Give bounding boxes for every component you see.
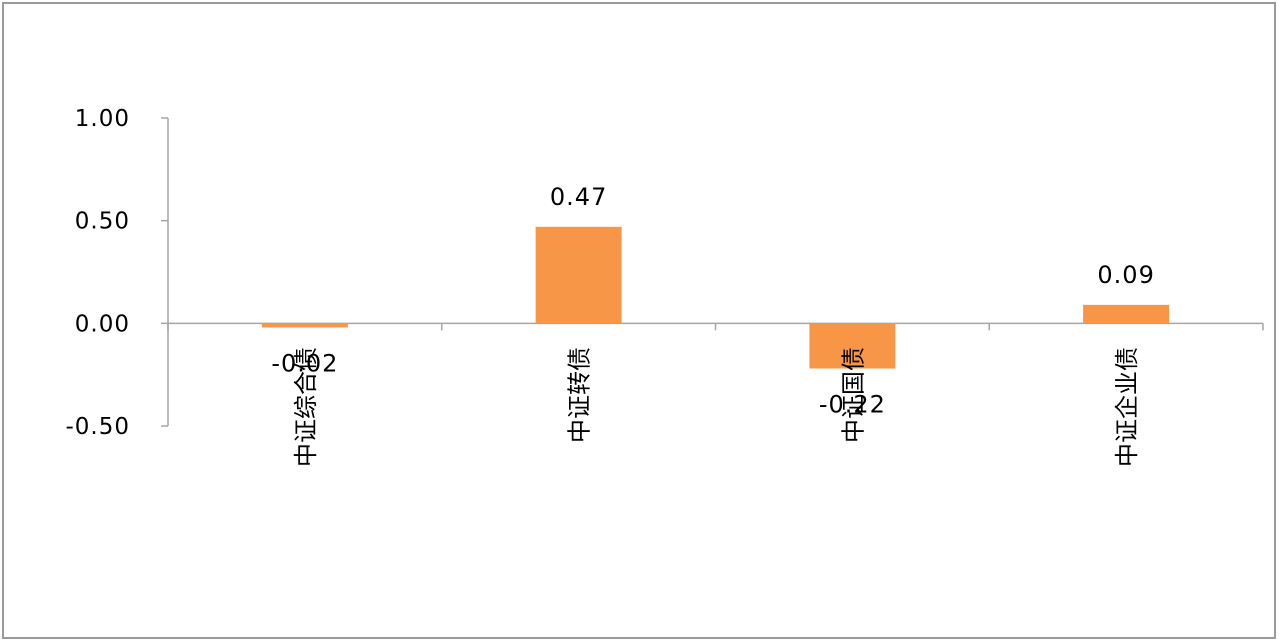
data-label: -0.22 (819, 391, 886, 419)
bar (809, 323, 896, 369)
y-tick-label: 1.00 (75, 106, 130, 132)
data-label: -0.02 (271, 349, 338, 377)
category-label: 中证国债 (839, 347, 867, 443)
y-tick-labels: 1.00 0.50 0.00 -0.50 (65, 106, 130, 440)
y-tick-label: 0.50 (75, 209, 130, 235)
category-label: 中证企业债 (1113, 347, 1141, 467)
data-labels: -0.02 0.47 -0.22 0.09 (271, 183, 1154, 419)
y-tick-label: 0.00 (75, 311, 130, 337)
y-tick-label: -0.50 (65, 414, 130, 440)
category-label: 中证综合债 (292, 347, 320, 467)
bar (1083, 304, 1170, 324)
bar (261, 323, 348, 328)
category-labels: 中证综合债 中证转债 中证国债 中证企业债 (292, 347, 1141, 467)
axes (161, 117, 1264, 427)
data-label: 0.09 (1097, 261, 1154, 289)
bar (535, 226, 622, 324)
bars (261, 226, 1170, 369)
category-label: 中证转债 (566, 347, 594, 443)
data-label: 0.47 (550, 183, 607, 211)
